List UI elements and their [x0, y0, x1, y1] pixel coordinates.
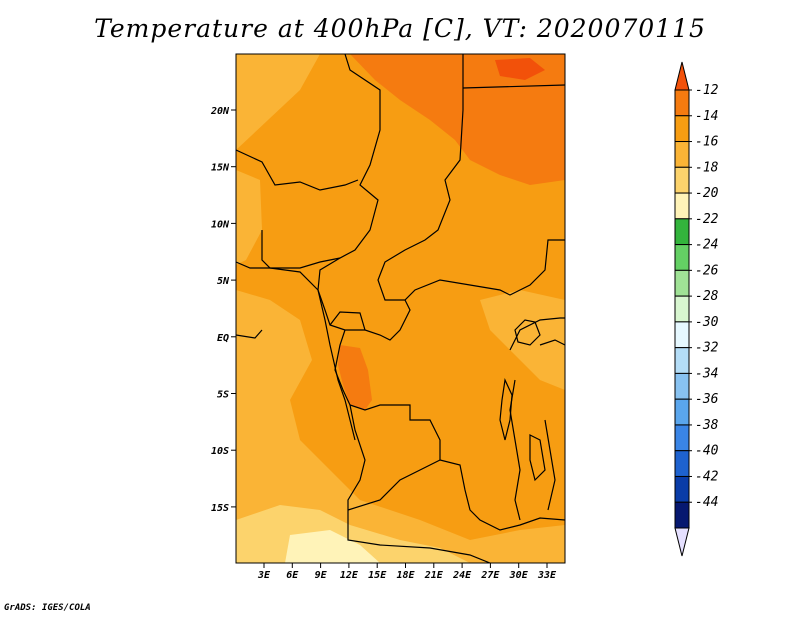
lon-label: 9E: [315, 570, 328, 581]
lon-label: 18E: [396, 570, 415, 581]
contour-region-east: [480, 290, 565, 390]
colorbar-swatch: [674, 166, 690, 194]
colorbar-label: -14: [695, 109, 718, 124]
lat-label: 10N: [211, 219, 230, 230]
lon-label: 24E: [452, 570, 472, 581]
colorbar-label: -36: [695, 392, 719, 407]
lon-label: 33E: [537, 570, 557, 581]
colorbar-swatch: [674, 321, 690, 349]
lat-label: 15N: [211, 163, 230, 174]
colorbar-label: -40: [695, 444, 719, 459]
colorbar-swatch: [674, 424, 690, 452]
map-title: Temperature at 400hPa [C], VT: 202007011…: [94, 14, 706, 43]
lat-label: 15S: [211, 503, 229, 514]
colorbar-top-arrow: [674, 61, 690, 91]
contour-region-north-hot: [495, 58, 545, 80]
colorbar-label: -20: [695, 186, 719, 201]
colorbar-swatch: [674, 450, 690, 477]
colorbar-label: -28: [695, 289, 719, 304]
colorbar-swatch: [674, 89, 690, 117]
longitude-axis: 3E 6E 9E 12E 15E 18E 21E 24E 27E 30E 33E: [257, 563, 557, 581]
colorbar-swatch: [674, 475, 690, 503]
lat-label: EQ: [217, 333, 229, 344]
colorbar-swatch: [674, 295, 690, 323]
colorbar-label: -30: [695, 315, 719, 330]
lon-label: 21E: [424, 570, 444, 581]
lon-label: 12E: [340, 570, 359, 581]
grads-credit: GrADS: IGES/COLA: [4, 603, 91, 613]
colorbar-bottom-arrow: [674, 527, 690, 557]
colorbar-swatch: [674, 141, 690, 168]
lakes: [499, 319, 546, 482]
lat-label: 10S: [211, 446, 229, 457]
lat-label: 5S: [217, 390, 229, 401]
contour-region-southwest-pale: [285, 530, 380, 563]
colorbar: -12 -14 -16 -18 -20 -22 -24 -26 -28 -30 -32 -34 -36 -…: [674, 61, 719, 557]
colorbar-swatch: [674, 115, 690, 143]
colorbar-label: -44: [695, 495, 718, 510]
colorbar-swatch: [674, 269, 690, 297]
lat-label: 5N: [217, 276, 230, 287]
colorbar-swatch: [674, 372, 690, 400]
colorbar-label: -12: [695, 83, 719, 98]
country-borders: [236, 54, 565, 563]
colorbar-swatch: [674, 347, 690, 374]
lon-label: 3E: [257, 570, 271, 581]
lat-label: 20N: [210, 106, 230, 117]
colorbar-swatch: [674, 244, 690, 271]
lon-label: 27E: [480, 570, 500, 581]
colorbar-label: -26: [695, 263, 719, 278]
latitude-axis: 20N 15N 10N 5N EQ 5S 10S 15S: [210, 106, 236, 514]
colorbar-label: -34: [695, 366, 718, 381]
colorbar-swatch: [674, 501, 690, 529]
colorbar-swatch: [674, 192, 690, 220]
colorbar-label: -18: [695, 160, 719, 175]
colorbar-label: -16: [695, 135, 719, 150]
map-frame: [235, 53, 566, 564]
colorbar-label: -38: [695, 418, 719, 433]
contour-region-west-coast: [236, 290, 565, 563]
colorbar-swatch: [674, 218, 690, 246]
colorbar-label: -22: [695, 212, 719, 227]
map-plot-area: [236, 54, 565, 563]
lon-label: 6E: [286, 570, 299, 581]
colorbar-label: -24: [695, 238, 718, 253]
lon-label: 30E: [509, 570, 529, 581]
contour-region-west-strip: [236, 170, 262, 265]
colorbar-swatch: [674, 398, 690, 426]
contour-region-west: [236, 54, 320, 150]
colorbar-label: -32: [695, 341, 719, 356]
coastline: [236, 261, 356, 441]
colorbar-label: -42: [695, 469, 719, 484]
contour-region-congo-warm: [338, 345, 372, 410]
lon-label: 15E: [368, 570, 387, 581]
